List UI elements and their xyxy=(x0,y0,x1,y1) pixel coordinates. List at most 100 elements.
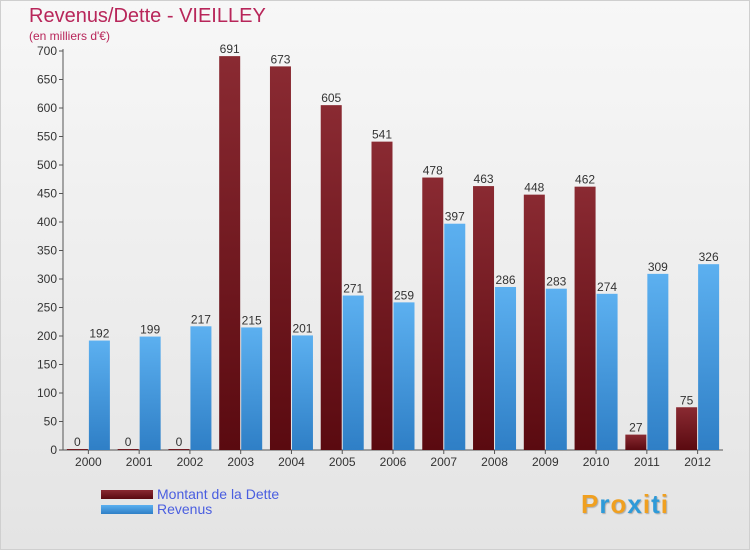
bar-dette xyxy=(676,407,698,450)
x-tick-label: 2010 xyxy=(583,455,610,469)
x-tick-label: 2002 xyxy=(177,455,204,469)
y-tick-label: 250 xyxy=(37,301,57,315)
bar-dette xyxy=(320,105,342,451)
bar-dette xyxy=(523,194,545,450)
logo-letter: t xyxy=(651,489,661,519)
x-tick-label: 2003 xyxy=(227,455,254,469)
value-label-dette: 448 xyxy=(524,181,544,195)
bar-dette xyxy=(574,186,596,450)
y-tick-label: 0 xyxy=(50,443,57,457)
value-label-dette: 462 xyxy=(575,173,595,187)
bar-revenus xyxy=(241,327,263,450)
logo-letter: P xyxy=(581,489,600,519)
bar-revenus xyxy=(342,295,364,450)
bar-dette xyxy=(219,56,241,450)
legend-item-debt: Montant de la Dette xyxy=(101,487,279,502)
value-label-revenus: 286 xyxy=(496,273,516,287)
legend-swatch-revenus xyxy=(101,505,153,514)
bar-revenus xyxy=(647,273,669,450)
y-tick-label: 200 xyxy=(37,329,57,343)
x-tick-label: 2009 xyxy=(532,455,559,469)
bar-dette xyxy=(168,449,190,450)
legend-swatch-debt xyxy=(101,490,153,499)
logo-letter: r xyxy=(599,489,611,519)
y-tick-label: 700 xyxy=(37,44,57,58)
y-tick-label: 400 xyxy=(37,215,57,229)
value-label-dette: 0 xyxy=(176,435,183,449)
legend-label-revenus: Revenus xyxy=(157,501,213,517)
legend-label-debt: Montant de la Dette xyxy=(157,486,280,502)
x-tick-label: 2012 xyxy=(684,455,711,469)
y-tick-label: 50 xyxy=(44,415,58,429)
bar-dette xyxy=(422,177,444,451)
y-tick-label: 500 xyxy=(37,158,57,172)
value-label-dette: 0 xyxy=(125,435,132,449)
legend-item-revenus: Revenus xyxy=(101,502,279,517)
chart-title: Revenus/Dette - VIEILLEY xyxy=(29,5,266,27)
chart-legend: Montant de la Dette Revenus xyxy=(101,487,279,517)
value-label-revenus: 326 xyxy=(699,250,719,264)
x-tick-label: 2004 xyxy=(278,455,305,469)
chart-bars xyxy=(66,56,720,451)
value-label-revenus: 283 xyxy=(546,275,566,289)
logo-letter: x xyxy=(627,489,643,519)
value-label-dette: 27 xyxy=(629,421,643,435)
y-tick-label: 550 xyxy=(37,130,57,144)
value-label-revenus: 192 xyxy=(89,327,109,341)
value-label-dette: 478 xyxy=(423,164,443,178)
chart-subtitle: (en milliers d'€) xyxy=(29,29,110,43)
value-label-dette: 691 xyxy=(220,42,240,56)
bar-dette xyxy=(66,449,88,450)
chart-labels: 0 192 0 199 0 217 691 215 673 201 605 271 541 259 478 3… xyxy=(74,42,719,449)
value-label-revenus: 397 xyxy=(445,210,465,224)
bar-dette xyxy=(625,434,647,450)
value-label-revenus: 217 xyxy=(191,312,211,326)
bar-revenus xyxy=(698,264,720,450)
value-label-revenus: 259 xyxy=(394,288,414,302)
value-label-revenus: 201 xyxy=(292,321,312,335)
y-tick-label: 600 xyxy=(37,101,57,115)
value-label-dette: 541 xyxy=(372,128,392,142)
bar-dette xyxy=(473,186,495,450)
x-tick-label: 2007 xyxy=(430,455,457,469)
bar-revenus xyxy=(444,223,466,450)
value-label-revenus: 309 xyxy=(648,260,668,274)
bar-revenus xyxy=(190,326,212,450)
bar-revenus xyxy=(393,302,415,450)
value-label-dette: 0 xyxy=(74,435,81,449)
x-tick-label: 2000 xyxy=(75,455,102,469)
y-tick-label: 450 xyxy=(37,187,57,201)
x-tick-label: 2001 xyxy=(126,455,153,469)
value-label-revenus: 199 xyxy=(140,323,160,337)
value-label-dette: 75 xyxy=(680,393,694,407)
value-label-revenus: 274 xyxy=(597,280,617,294)
bar-revenus xyxy=(596,293,618,450)
x-tick-label: 2008 xyxy=(481,455,508,469)
bar-revenus xyxy=(291,335,313,450)
value-label-dette: 463 xyxy=(474,172,494,186)
value-label-dette: 605 xyxy=(321,91,341,105)
bar-dette xyxy=(371,141,393,450)
x-tick-label: 2011 xyxy=(634,455,660,469)
value-label-dette: 673 xyxy=(270,52,290,66)
value-label-revenus: 271 xyxy=(343,282,363,296)
logo-letter: i xyxy=(642,489,652,519)
y-tick-label: 150 xyxy=(37,358,57,372)
bar-dette xyxy=(269,66,291,450)
y-tick-label: 350 xyxy=(37,244,57,258)
x-tick-label: 2006 xyxy=(380,455,407,469)
y-tick-label: 300 xyxy=(37,272,57,286)
proxiti-logo: Proxiti xyxy=(581,489,669,520)
y-tick-label: 650 xyxy=(37,73,57,87)
bar-revenus xyxy=(495,286,517,450)
bar-dette xyxy=(117,449,139,450)
bar-revenus xyxy=(88,340,110,450)
y-tick-label: 100 xyxy=(37,386,57,400)
x-tick-label: 2005 xyxy=(329,455,356,469)
value-label-revenus: 215 xyxy=(242,313,262,327)
logo-letter: o xyxy=(610,489,628,519)
bar-revenus xyxy=(545,288,567,450)
bar-revenus xyxy=(139,336,161,450)
